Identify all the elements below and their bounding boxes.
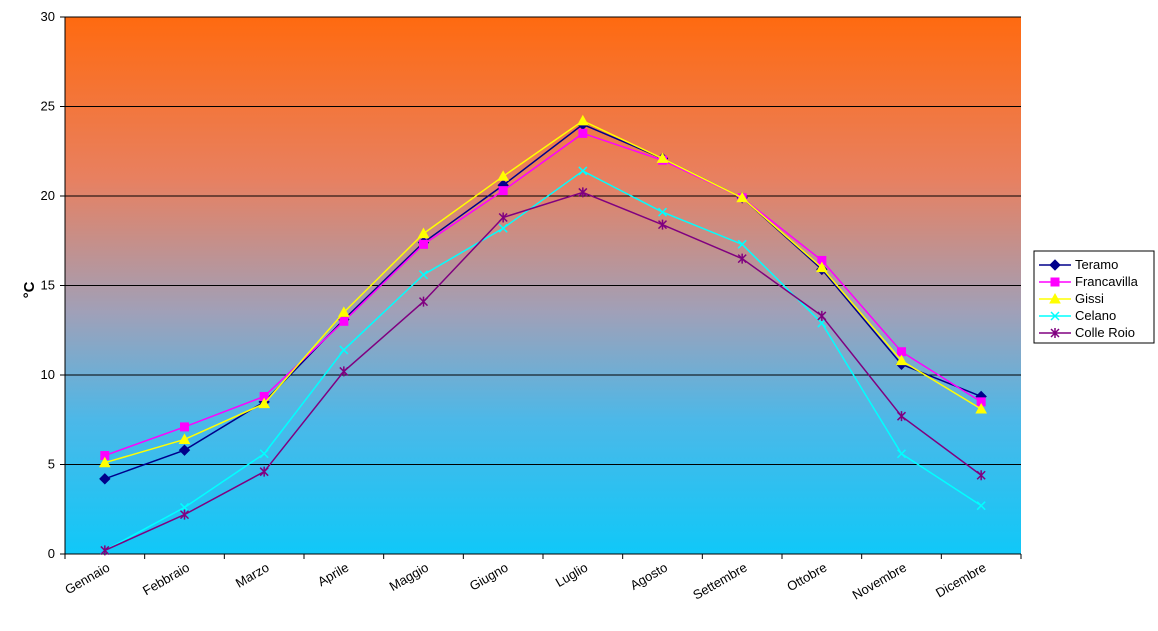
data-point-gissi: [656, 152, 669, 163]
axes: [60, 16, 1022, 559]
legend-marker-gissi: [1049, 292, 1061, 304]
data-point-colle-roio: [737, 253, 747, 264]
data-point-colle-roio: [976, 470, 986, 481]
data-point-celano: [657, 207, 668, 217]
data-point-colle-roio: [339, 366, 349, 377]
data-point-celano: [259, 449, 269, 459]
data-point-gissi: [736, 191, 749, 203]
data-point-colle-roio: [817, 310, 827, 321]
data-point-colle-roio: [896, 411, 907, 422]
x-tick-label: Febbraio: [140, 560, 192, 599]
legend-label-celano: Celano: [1075, 308, 1116, 323]
data-point-colle-roio: [498, 212, 508, 223]
data-point-celano: [339, 345, 349, 355]
x-tick-label: Novembre: [850, 560, 909, 603]
data-point-gissi: [576, 114, 589, 126]
x-tick-label: Agosto: [627, 560, 670, 593]
x-tick-label: Dicembre: [933, 560, 989, 601]
data-point-gissi: [337, 306, 350, 317]
legend-marker-celano: [1050, 311, 1060, 321]
y-tick-label: 15: [41, 278, 55, 293]
x-tick-label: Gennaio: [62, 560, 112, 598]
data-point-gissi: [975, 402, 988, 414]
data-point-gissi: [895, 354, 908, 366]
data-point-gissi: [417, 227, 430, 239]
data-point-francavilla: [578, 128, 588, 138]
legend: Teramo Francavilla Gissi Celano Colle Roio: [1033, 250, 1155, 344]
series-line-celano: [104, 170, 982, 552]
data-point-colle-roio: [259, 466, 269, 477]
y-tick-label: 25: [41, 99, 55, 114]
legend-item-colle-roio: Colle Roio: [1039, 325, 1135, 340]
y-axis-label: °C: [21, 281, 38, 298]
data-point-francavilla: [498, 186, 508, 196]
x-tick-label: Luglio: [553, 560, 591, 590]
legend-label-colle-roio: Colle Roio: [1075, 325, 1135, 340]
data-point-celano: [896, 449, 907, 459]
legend-item-celano: Celano: [1039, 308, 1116, 323]
x-tick-label: Ottobre: [784, 560, 829, 595]
series-line-colle-roio: [104, 191, 982, 552]
x-tick-label: Aprile: [315, 560, 351, 590]
legend-marker-colle-roio: [1050, 328, 1060, 338]
data-point-colle-roio: [657, 219, 668, 230]
y-tick-label: 30: [41, 9, 55, 24]
data-point-gissi: [258, 397, 271, 409]
y-tick-label: 0: [48, 546, 55, 561]
series-line-francavilla: [104, 132, 982, 457]
data-point-celano: [578, 166, 588, 176]
data-point-teramo: [178, 444, 191, 456]
y-tick-labels: 0 5 10 15 20 25 30: [41, 9, 55, 561]
legend-item-teramo: Teramo: [1039, 257, 1118, 272]
data-point-gissi: [98, 456, 111, 468]
legend-marker-francavilla: [1050, 277, 1060, 287]
series-lines: [98, 114, 988, 556]
data-point-colle-roio: [418, 296, 429, 307]
data-point-teramo: [99, 473, 111, 485]
data-point-francavilla: [180, 422, 189, 432]
data-point-celano: [179, 502, 190, 512]
x-tick-label: Marzo: [233, 560, 272, 591]
x-tick-label: Giugno: [467, 560, 511, 594]
data-point-celano: [418, 270, 429, 280]
series-celano: [100, 166, 986, 555]
data-point-francavilla: [897, 347, 906, 357]
data-point-colle-roio: [578, 187, 588, 198]
series-line-gissi: [104, 119, 982, 464]
data-point-colle-roio: [100, 545, 110, 556]
legend-label-gissi: Gissi: [1075, 291, 1104, 306]
series-gissi: [98, 114, 988, 468]
data-point-gissi: [815, 261, 828, 273]
gridlines: [65, 16, 1021, 465]
x-tick-labels: Gennaio Febbraio Marzo Aprile Maggio Giugno Lu…: [62, 560, 988, 603]
legend-label-francavilla: Francavilla: [1075, 274, 1139, 289]
x-tick-label: Settembre: [690, 560, 749, 603]
legend-item-francavilla: Francavilla: [1039, 274, 1139, 289]
data-point-celano: [737, 239, 747, 249]
data-point-colle-roio: [179, 509, 190, 520]
series-colle-roio: [100, 187, 986, 556]
data-point-gissi: [497, 170, 510, 181]
data-point-celano: [976, 501, 986, 511]
data-point-celano: [498, 223, 508, 233]
data-point-francavilla: [339, 316, 349, 326]
y-tick-label: 5: [48, 457, 55, 472]
legend-item-gissi: Gissi: [1039, 291, 1104, 306]
data-point-gissi: [178, 433, 191, 444]
x-tick-label: Maggio: [387, 560, 431, 594]
y-tick-label: 10: [41, 367, 55, 382]
data-point-francavilla: [419, 239, 428, 249]
legend-marker-teramo: [1049, 259, 1061, 271]
y-tick-label: 20: [41, 188, 55, 203]
legend-label-teramo: Teramo: [1075, 257, 1118, 272]
